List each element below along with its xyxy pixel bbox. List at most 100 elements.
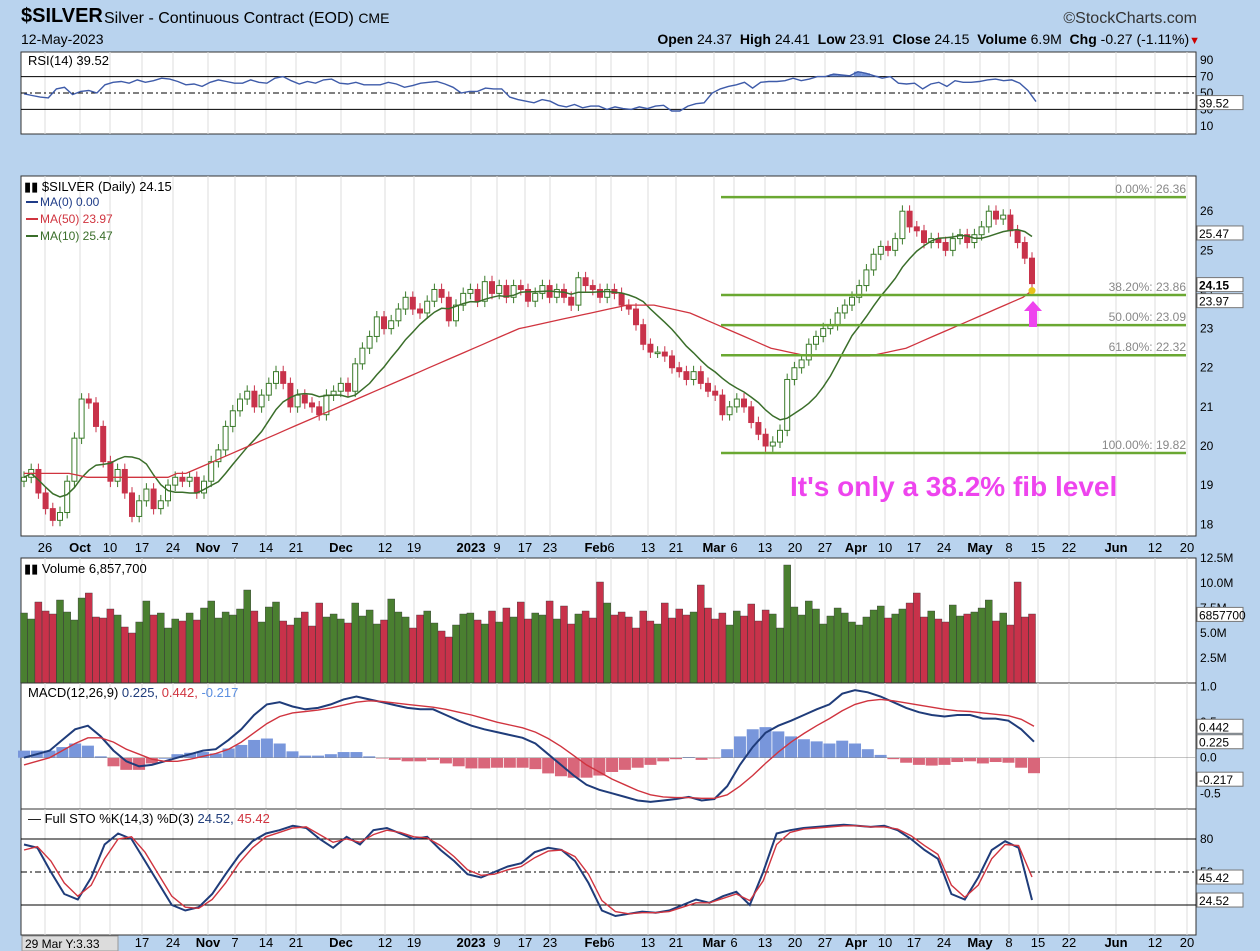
candle-body xyxy=(921,230,927,244)
volume-bar xyxy=(733,610,741,684)
macd-histogram-bar xyxy=(849,743,862,758)
open-value: 24.37 xyxy=(697,31,733,47)
volume-bar xyxy=(805,600,813,684)
volume-bar xyxy=(913,592,921,684)
macd-histogram-bar xyxy=(976,757,989,764)
candle-body xyxy=(71,437,78,482)
candle-body xyxy=(186,476,193,482)
candle-body xyxy=(525,288,531,302)
candle-body xyxy=(409,296,416,310)
candle-body xyxy=(669,355,675,369)
fib-level-label: 38.20%: 23.86 xyxy=(1109,280,1187,294)
volume-bar xyxy=(754,620,763,684)
candle-body xyxy=(633,308,639,326)
volume-bar xyxy=(869,609,878,684)
volume-tick-label: 5.0M xyxy=(1200,626,1227,640)
candle-body xyxy=(539,285,546,294)
candle-body xyxy=(589,285,596,290)
macd-histogram-bar xyxy=(874,754,887,758)
candle-body xyxy=(57,512,63,521)
volume-bar xyxy=(121,626,129,684)
macd-histogram-bar xyxy=(861,749,874,758)
x-tick-label: 27 xyxy=(818,540,832,555)
stochastic-value-label: 45.42 xyxy=(1199,871,1229,885)
macd-histogram-bar xyxy=(785,736,798,758)
candle-body xyxy=(791,367,798,380)
macd-histogram-bar xyxy=(503,757,516,768)
ohlc-summary: Open 24.37 High 24.41 Low 23.91 Close 24… xyxy=(657,31,1200,47)
volume-bar xyxy=(884,617,892,684)
candle-body xyxy=(42,492,49,510)
stochastic-d-line xyxy=(23,825,1033,915)
macd-histogram-bar xyxy=(184,752,197,758)
volume-bar xyxy=(157,612,165,684)
candle-body xyxy=(769,441,776,447)
macd-histogram-bar xyxy=(887,757,900,760)
candle-body xyxy=(309,402,315,408)
candle-body xyxy=(575,277,582,306)
volume-bar xyxy=(236,608,244,684)
volume-bar xyxy=(797,614,806,684)
candle-body xyxy=(661,351,668,357)
candle-body xyxy=(1021,242,1028,259)
volume-bar xyxy=(423,610,431,684)
macd-macd-line xyxy=(23,689,1035,803)
price-value-label-box xyxy=(1196,225,1244,241)
volume-bar xyxy=(812,608,820,684)
candle-body xyxy=(899,210,906,240)
candle-body xyxy=(568,296,575,306)
price-tick-label: 19 xyxy=(1200,478,1214,492)
price-value-label: 24.15 xyxy=(1199,279,1229,293)
volume-bar xyxy=(56,599,64,684)
candle-body xyxy=(381,316,387,330)
candle-body xyxy=(294,394,301,408)
macd-value-text: 0.225, xyxy=(122,685,162,700)
volume-bar xyxy=(416,614,424,684)
volume-bar xyxy=(826,615,835,684)
macd-histogram-bar xyxy=(312,755,325,758)
candle-body xyxy=(697,371,704,384)
rsi-tick-label: 10 xyxy=(1200,119,1214,133)
candle-body xyxy=(582,277,589,287)
price-value-label-box xyxy=(1196,293,1244,309)
x-tick-label: 20 xyxy=(1180,935,1194,950)
candle-body xyxy=(553,288,560,298)
macd-histogram-bar xyxy=(989,757,1002,763)
rsi-fill-bar xyxy=(861,73,870,77)
x-tick-label: 24 xyxy=(166,540,180,555)
macd-histogram-bar xyxy=(670,757,683,760)
macd-histogram-bar xyxy=(222,748,235,758)
candle-body xyxy=(733,398,740,408)
candle-body xyxy=(402,296,409,310)
macd-histogram-bar xyxy=(491,757,504,768)
volume-bar xyxy=(941,621,950,684)
volume-bar xyxy=(85,592,93,684)
macd-tick-label: 0.0 xyxy=(1200,751,1217,765)
volume-bar xyxy=(617,611,626,684)
volume-bar xyxy=(567,623,575,684)
price-candles xyxy=(21,205,1035,527)
candle-body xyxy=(373,316,380,337)
candle-body xyxy=(1007,214,1014,232)
macd-histogram-bar xyxy=(363,756,376,758)
candle-body xyxy=(467,288,474,294)
legend-entry: MA(10) 25.47 xyxy=(40,229,113,243)
macd-histogram-bar xyxy=(516,757,529,768)
candle-body xyxy=(114,468,121,482)
volume-bar xyxy=(358,615,367,684)
x-tick-label: 2023 xyxy=(457,540,486,555)
macd-histogram-bar xyxy=(414,757,427,762)
candle-body xyxy=(877,245,884,255)
stochastic-value-text: 45.42 xyxy=(237,811,270,826)
volume-bar xyxy=(293,617,302,684)
volume-bar xyxy=(502,607,511,684)
instrument-name: Silver - Continuous Contract (EOD) CME xyxy=(104,10,389,28)
fib-retracement: 0.00%: 26.36 38.20%: 23.86 50.00%: 23.09 61… xyxy=(721,182,1187,455)
close-label: Close xyxy=(892,31,931,47)
x-tick-label: 21 xyxy=(669,935,683,950)
macd-histogram-bar xyxy=(900,757,913,763)
volume-bar xyxy=(77,597,86,684)
volume-bar xyxy=(898,608,907,684)
price-tick-label: 25 xyxy=(1200,243,1214,257)
